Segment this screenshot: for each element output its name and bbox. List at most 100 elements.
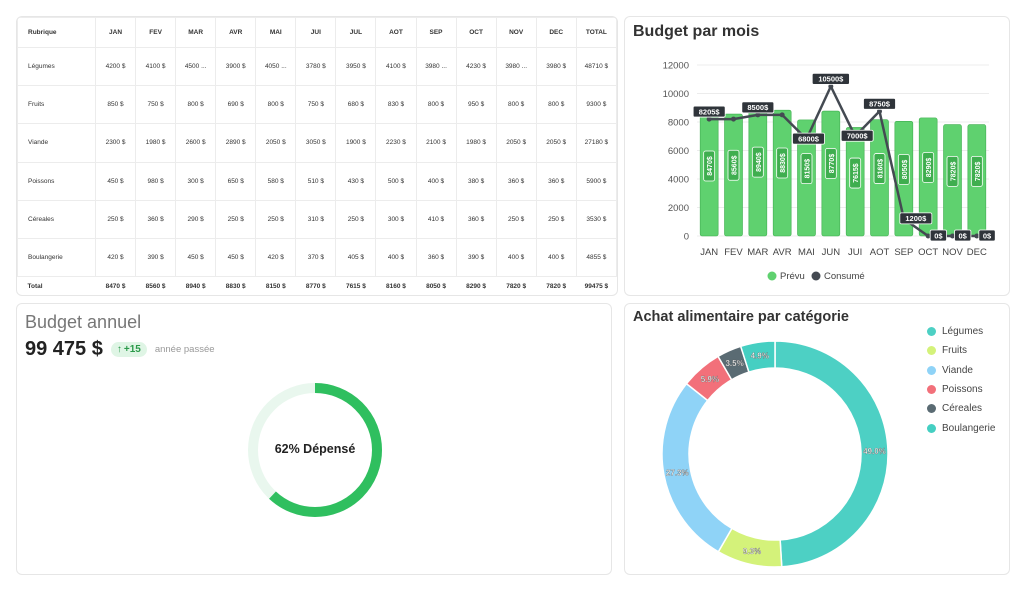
consume-data-label: 0$ — [929, 229, 947, 242]
legend-prevu-marker — [767, 271, 777, 281]
legend-label: Viande — [942, 364, 973, 376]
legend-item-viande[interactable]: Viande — [927, 361, 995, 380]
table-cell: 3050 $ — [295, 123, 337, 163]
table-cell: 450 $ — [94, 161, 137, 201]
column-header-fev[interactable]: FEV — [135, 17, 177, 48]
table-cell: 400 $ — [375, 237, 417, 278]
table-cell: 3980 ... — [415, 46, 457, 87]
table-cell: 650 $ — [215, 161, 257, 201]
total-cell: 8150 $ — [255, 276, 296, 295]
legend-consume-label[interactable]: Consumé — [824, 271, 865, 282]
table-cell: 250 $ — [335, 199, 377, 239]
consume-data-label: 0$ — [954, 229, 972, 242]
column-header-mar[interactable]: MAR — [175, 17, 217, 48]
row-label: Céreales — [17, 199, 96, 239]
consume-data-label: 0$ — [978, 229, 996, 242]
consume-point[interactable] — [755, 112, 761, 118]
consume-point[interactable] — [925, 233, 931, 239]
svg-text:8770$: 8770$ — [829, 154, 836, 174]
bar-data-label: 8470$ — [703, 150, 716, 182]
svg-text:8050$: 8050$ — [902, 160, 909, 180]
table-cell: 390 $ — [455, 237, 497, 278]
donut-slice-label: 3.5% — [725, 359, 743, 368]
donut-slice-légumes[interactable] — [774, 340, 889, 568]
svg-text:8160$: 8160$ — [878, 159, 885, 179]
spent-progress-ring — [248, 383, 382, 517]
consume-point[interactable] — [731, 116, 736, 122]
row-label: Poissons — [17, 161, 96, 201]
total-cell: 8560 $ — [135, 276, 176, 295]
column-header-mai[interactable]: MAI — [255, 17, 297, 48]
legend-item-poissons[interactable]: Poissons — [927, 380, 995, 399]
table-cell: 3950 $ — [335, 46, 377, 87]
column-header-oct[interactable]: OCT — [455, 17, 497, 48]
annual-budget-amount: 99 475 $ — [25, 338, 103, 360]
consume-point[interactable] — [779, 112, 785, 118]
total-cell: 8050 $ — [416, 276, 457, 295]
annual-budget-summary: 99 475 $ ↑ +15 année passée — [25, 338, 215, 361]
svg-text:8470$: 8470$ — [707, 156, 714, 176]
y-tick-label: 0 — [684, 232, 689, 243]
y-tick-label: 10000 — [663, 89, 689, 100]
consume-point[interactable] — [877, 108, 882, 114]
legend-marker — [927, 327, 936, 337]
growth-badge-value: +15 — [123, 344, 141, 355]
legend-prevu-label[interactable]: Prévu — [780, 271, 805, 282]
x-tick-label: JUI — [848, 247, 862, 258]
legend-item-fruits[interactable]: Fruits — [927, 341, 995, 360]
table-cell: 390 $ — [135, 237, 177, 278]
legend-label: Céreales — [942, 403, 983, 415]
donut-slice-label: 49.0% — [863, 447, 886, 456]
column-header-avr[interactable]: AVR — [215, 17, 257, 48]
category-legend: Légumes Fruits Viande Poissons Céreales Boula… — [927, 322, 995, 438]
column-header-rubrique[interactable]: Rubrique — [17, 17, 96, 48]
table-cell: 2100 $ — [415, 123, 457, 163]
svg-text:0$: 0$ — [959, 231, 968, 240]
x-tick-label: SEP — [894, 247, 913, 258]
table-cell: 800 $ — [255, 85, 297, 125]
table-cell: 27180 $ — [575, 123, 617, 163]
column-header-sep[interactable]: SEP — [415, 17, 457, 48]
legend-item-céreales[interactable]: Céreales — [927, 399, 995, 418]
column-header-total[interactable]: TOTAL — [575, 17, 617, 48]
total-cell: 7615 $ — [335, 276, 376, 295]
column-header-nov[interactable]: NOV — [495, 17, 537, 48]
consume-data-label: 8205$ — [692, 105, 726, 118]
table-cell: 290 $ — [175, 199, 217, 239]
legend-label: Poissons — [942, 384, 983, 396]
consume-point[interactable] — [828, 83, 834, 89]
x-tick-label: JUN — [822, 247, 841, 258]
row-label: Boulangerie — [17, 237, 96, 278]
donut-slice-boulangerie[interactable] — [739, 340, 776, 373]
ring-progress — [248, 383, 382, 517]
table-cell: 950 $ — [455, 85, 497, 125]
column-header-jul[interactable]: JUL — [335, 17, 377, 48]
growth-caption: année passée — [154, 344, 215, 355]
table-cell: 3980 $ — [535, 46, 577, 87]
monthly-budget-card: Budget par mois 0 2000 4000 6000 8000 10000 12… — [624, 16, 1010, 296]
consume-point[interactable] — [974, 233, 980, 239]
x-tick-label: OCT — [918, 247, 938, 258]
consume-data-label: 1200$ — [899, 212, 933, 225]
consume-data-label: 7000$ — [840, 129, 874, 142]
y-tick-label: 12000 — [663, 61, 689, 72]
bar-data-label: 8560$ — [727, 149, 740, 181]
consume-point[interactable] — [950, 233, 955, 239]
table-cell: 48710 $ — [575, 46, 617, 87]
growth-badge: ↑ +15 — [110, 342, 147, 357]
column-header-dec[interactable]: DEC — [535, 17, 577, 48]
column-header-jan[interactable]: JAN — [94, 17, 137, 48]
column-header-aot[interactable]: AOT — [375, 17, 417, 48]
bar-data-label: 8770$ — [824, 148, 837, 179]
table-cell: 1980 $ — [135, 123, 177, 163]
table-cell: 420 $ — [255, 237, 297, 278]
legend-item-légumes[interactable]: Légumes — [927, 322, 995, 341]
annual-budget-title: Budget annuel — [25, 312, 142, 332]
bar-data-label: 7820$ — [946, 155, 959, 187]
legend-item-boulangerie[interactable]: Boulangerie — [927, 418, 995, 437]
table-cell: 690 $ — [215, 85, 257, 125]
bar-data-label: 8160$ — [873, 153, 886, 184]
column-header-jui[interactable]: JUI — [295, 17, 337, 48]
consume-point[interactable] — [706, 116, 712, 122]
table-cell: 360 $ — [495, 161, 537, 201]
